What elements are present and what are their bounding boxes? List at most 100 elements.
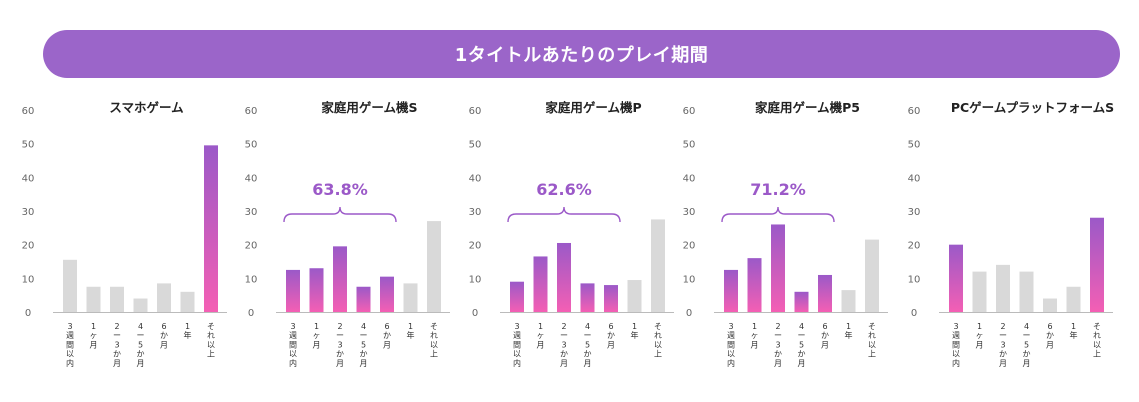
chart-panel-3: 0 10 20 30 40 50 60 家庭用ゲーム機P 3 週間以内 1 ヶ月 2 ー 3 か月 4 ー 5 か月 6… <box>469 100 674 368</box>
y-tick-label: 30 <box>245 207 258 218</box>
bar-2 <box>972 271 987 312</box>
y-tick-label: 0 <box>911 308 917 319</box>
x-tick-label: 1 ヶ月 <box>537 322 545 349</box>
x-tick-label: 6 か月 <box>160 322 168 349</box>
chart-title: 家庭用ゲーム機P <box>545 100 641 115</box>
bar-2 <box>309 268 324 312</box>
bar-1 <box>63 259 77 312</box>
bar-3 <box>996 264 1010 312</box>
x-tick-label: 2 ー 3 か月 <box>774 322 782 368</box>
y-tick-label: 20 <box>908 241 921 252</box>
bar-6 <box>180 291 195 312</box>
bar-4 <box>1019 271 1034 312</box>
bar-3 <box>333 246 347 312</box>
brace-annotation <box>721 206 835 223</box>
y-tick-label: 50 <box>908 140 921 151</box>
y-tick-label: 30 <box>22 207 35 218</box>
x-tick-label: 4 ー 5 か月 <box>360 322 368 368</box>
x-tick-label: 2 ー 3 か月 <box>113 322 121 368</box>
bar-7 <box>204 145 218 312</box>
chart-title: スマホゲーム <box>109 100 184 115</box>
y-tick-label: 50 <box>22 140 35 151</box>
bar-7 <box>865 239 879 312</box>
chart-panel-5: 0 10 20 30 40 50 60 PCゲームプラットフォームS 3 週間以内 1 ヶ月 2 ー 3 か月… <box>908 100 1115 368</box>
y-tick-label: 40 <box>469 173 482 184</box>
bar-2 <box>747 258 762 312</box>
bar-5 <box>604 285 618 312</box>
chart-title: PCゲームプラットフォームS <box>951 100 1114 115</box>
bar-1 <box>949 244 963 312</box>
y-tick-label: 60 <box>469 106 482 117</box>
y-tick-label: 60 <box>22 106 35 117</box>
bar-6 <box>403 283 418 312</box>
bar-5 <box>818 274 832 312</box>
x-tick-label: 2 ー 3 か月 <box>999 322 1007 368</box>
y-tick-label: 30 <box>908 207 921 218</box>
y-tick-label: 10 <box>908 274 921 285</box>
y-tick-label: 40 <box>908 173 921 184</box>
y-tick-label: 0 <box>472 308 478 319</box>
x-tick-label: 6 か月 <box>607 322 615 349</box>
x-tick-label: 1 ヶ月 <box>90 322 98 349</box>
x-tick-label: 1 ヶ月 <box>751 322 759 349</box>
y-tick-label: 10 <box>469 274 482 285</box>
bar-7 <box>1090 217 1104 312</box>
bar-6 <box>1066 286 1081 312</box>
y-tick-label: 20 <box>469 241 482 252</box>
bar-5 <box>1043 298 1057 312</box>
x-tick-label: 4 ー 5 か月 <box>798 322 806 368</box>
x-tick-label: 4 ー 5 か月 <box>1023 322 1031 368</box>
bar-4 <box>356 286 371 312</box>
bar-1 <box>510 281 524 312</box>
x-tick-label: 6 か月 <box>1046 322 1054 349</box>
y-tick-label: 0 <box>686 308 692 319</box>
x-tick-label: 1 ヶ月 <box>313 322 321 349</box>
y-tick-label: 40 <box>22 173 35 184</box>
y-tick-label: 60 <box>683 106 696 117</box>
bar-4 <box>794 291 809 312</box>
bar-4 <box>133 298 148 312</box>
title-banner: 1タイトルあたりのプレイ期間 <box>43 30 1120 78</box>
y-tick-label: 50 <box>469 140 482 151</box>
x-tick-label: 4 ー 5 か月 <box>137 322 145 368</box>
bar-1 <box>286 269 300 312</box>
bar-6 <box>841 290 856 312</box>
bar-3 <box>771 224 785 312</box>
bar-2 <box>533 256 548 312</box>
y-tick-label: 30 <box>683 207 696 218</box>
bar-6 <box>627 280 642 312</box>
annotation-label: 71.2% <box>750 180 806 199</box>
x-tick-label: 3 週間以内 <box>727 322 735 368</box>
chart-panel-1: 0 10 20 30 40 50 60 スマホゲーム 3 週間以内 1 ヶ月 2 ー 3 か月 4 ー 5 か月 6 か月… <box>22 100 227 368</box>
x-tick-label: 1 ヶ月 <box>976 322 984 349</box>
y-tick-label: 0 <box>248 308 254 319</box>
x-tick-label: 6 か月 <box>821 322 829 349</box>
y-tick-label: 60 <box>908 106 921 117</box>
x-tick-label: 2 ー 3 か月 <box>336 322 344 368</box>
y-tick-label: 10 <box>245 274 258 285</box>
chart-panel-2: 0 10 20 30 40 50 60 家庭用ゲーム機S 3 週間以内 1 ヶ月 2 ー 3 か月 4 ー 5 か月 6… <box>245 100 450 368</box>
y-tick-label: 10 <box>683 274 696 285</box>
y-tick-label: 50 <box>683 140 696 151</box>
brace-annotation <box>283 206 397 223</box>
y-tick-label: 50 <box>245 140 258 151</box>
bar-2 <box>86 286 101 312</box>
y-tick-label: 20 <box>22 241 35 252</box>
x-tick-label: 2 ー 3 か月 <box>560 322 568 368</box>
y-tick-label: 20 <box>683 241 696 252</box>
x-tick-label: それ以上 <box>430 322 438 359</box>
bar-5 <box>157 283 171 312</box>
bar-7 <box>427 221 441 312</box>
y-tick-label: 60 <box>245 106 258 117</box>
bar-5 <box>380 276 394 312</box>
annotation-label: 63.8% <box>312 180 368 199</box>
annotation-label: 62.6% <box>536 180 592 199</box>
x-tick-label: それ以上 <box>868 322 876 359</box>
banner-title: 1タイトルあたりのプレイ期間 <box>454 45 709 66</box>
y-tick-label: 0 <box>25 308 31 319</box>
